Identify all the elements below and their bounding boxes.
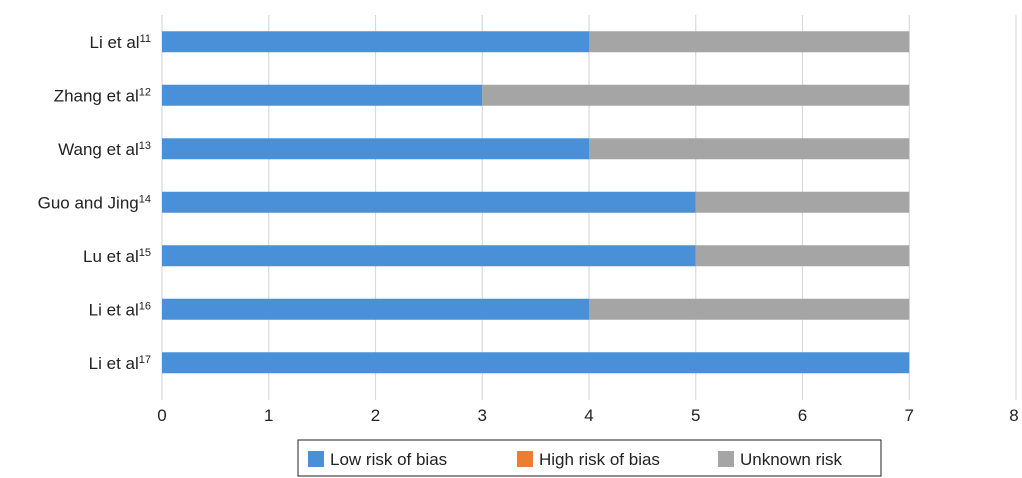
x-tick-label: 2: [371, 406, 380, 425]
category-label: Li et al16: [89, 300, 151, 319]
category-labels: Li et al11 Zhang et al12 Wang et al13 Guo a…: [38, 33, 151, 373]
x-tick-label: 7: [905, 406, 914, 425]
bar-segment: [589, 31, 910, 53]
x-axis-ticks: 0 1 2 3 4 5 6 7 8: [157, 406, 1018, 425]
bar-segment: [162, 191, 696, 213]
x-tick-label: 6: [798, 406, 807, 425]
legend-label: High risk of bias: [539, 450, 660, 469]
bar-segment: [162, 31, 589, 53]
legend-box: [297, 439, 882, 477]
legend-swatch: [308, 451, 324, 467]
bar-segment: [162, 298, 589, 320]
legend-swatch: [718, 451, 734, 467]
legend-label: Unknown risk: [740, 450, 843, 469]
category-label: Wang et al13: [58, 140, 151, 159]
bar-segment: [695, 191, 910, 213]
x-tick-label: 8: [1009, 406, 1018, 425]
x-tick-label: 3: [478, 406, 487, 425]
bar-segment: [162, 245, 696, 267]
category-label: Li et al11: [89, 33, 151, 52]
legend-label: Low risk of bias: [330, 450, 447, 469]
bar-segment: [589, 138, 910, 160]
bar-segment: [695, 245, 910, 267]
category-label: Zhang et al12: [54, 86, 151, 105]
bar-segment: [482, 84, 910, 106]
x-tick-label: 4: [584, 406, 593, 425]
legend-swatch: [517, 451, 533, 467]
x-tick-label: 1: [264, 406, 273, 425]
bar-segment: [162, 138, 589, 160]
bar-segment: [162, 84, 483, 106]
x-tick-label: 0: [157, 406, 166, 425]
bar-segment: [162, 352, 910, 374]
legend: Low risk of bias High risk of bias Unknown…: [297, 439, 882, 477]
bar-segment: [589, 298, 910, 320]
category-label: Lu et al15: [83, 247, 151, 266]
category-label: Guo and Jing14: [38, 193, 151, 212]
x-tick-label: 5: [691, 406, 700, 425]
bars: [162, 31, 910, 374]
category-label: Li et al17: [89, 354, 151, 373]
